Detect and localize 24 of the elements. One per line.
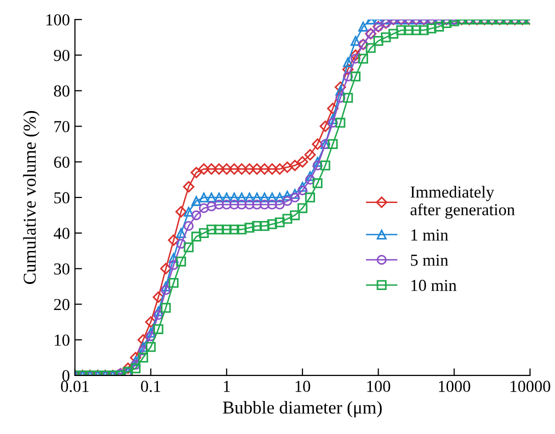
legend-label: Immediately after generation (410, 186, 515, 219)
y-tick-label: 70 (54, 120, 70, 132)
y-tick-label: 60 (54, 156, 70, 168)
x-axis-title: Bubble diameter (μm) (222, 400, 382, 418)
x-tick-label: 0.01 (60, 380, 89, 392)
x-tick-label: 0.1 (140, 380, 160, 392)
y-axis-title: Cumulative volume (%) (23, 111, 40, 284)
y-tick-label: 0 (62, 370, 70, 382)
y-tick-label: 90 (54, 50, 70, 62)
legend-label: 1 min (411, 229, 448, 240)
x-tick-label: 100 (367, 380, 390, 392)
x-tick-label: 1000 (438, 380, 470, 392)
y-tick-label: 100 (46, 14, 70, 26)
y-tick-label: 50 (54, 192, 70, 204)
y-tick-label: 20 (54, 298, 70, 310)
legend-label: 10 min (411, 280, 456, 292)
x-tick-label: 10 (296, 380, 310, 392)
x-tick-label: 10000 (510, 380, 550, 392)
y-tick-label: 80 (54, 85, 70, 97)
x-tick-label: 1 (224, 380, 230, 392)
legend-label: 5 min (410, 254, 448, 266)
y-tick-label: 40 (54, 228, 70, 240)
y-tick-label: 30 (54, 263, 70, 275)
y-tick-label: 10 (54, 334, 70, 346)
